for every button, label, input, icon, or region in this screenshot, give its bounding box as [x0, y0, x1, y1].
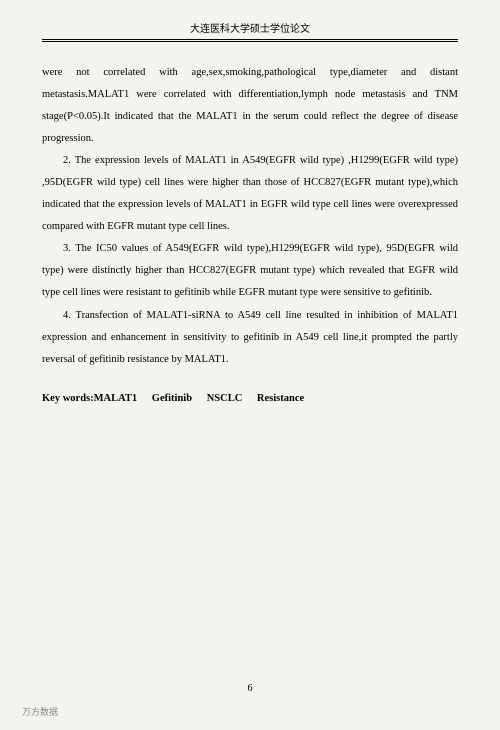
paragraph-3: 3. The IC50 values of A549(EGFR wild typ…	[42, 238, 458, 304]
header-title: 大连医科大学硕士学位论文	[190, 24, 310, 35]
paragraph-4: 4. Transfection of MALAT1-siRNA to A549 …	[42, 305, 458, 371]
paragraph-2: 2. The expression levels of MALAT1 in A5…	[42, 150, 458, 238]
header-divider	[42, 41, 458, 42]
body-content: were not correlated with age,sex,smoking…	[42, 62, 458, 371]
watermark-text: 万方数据	[22, 705, 58, 718]
paragraph-1: were not correlated with age,sex,smoking…	[42, 62, 458, 150]
page-number: 6	[0, 683, 500, 694]
keyword-3: NSCLC	[207, 393, 243, 404]
page-header: 大连医科大学硕士学位论文	[42, 20, 458, 40]
keywords-label: Key words:MALAT1	[42, 393, 137, 404]
keyword-2: Gefitinib	[152, 393, 192, 404]
keywords-line: Key words:MALAT1 Gefitinib NSCLC Resista…	[42, 393, 458, 404]
keyword-4: Resistance	[257, 393, 304, 404]
